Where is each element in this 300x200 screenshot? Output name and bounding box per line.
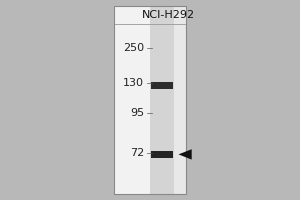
Bar <box>114 6 186 194</box>
Bar <box>114 6 150 194</box>
Bar <box>150 6 174 194</box>
Polygon shape <box>178 149 192 160</box>
Text: 95: 95 <box>130 108 144 118</box>
Text: 72: 72 <box>130 148 144 158</box>
Text: 130: 130 <box>123 78 144 88</box>
Text: NCI-H292: NCI-H292 <box>141 10 195 20</box>
Bar <box>151 151 173 158</box>
Bar <box>151 82 173 89</box>
Text: 250: 250 <box>123 43 144 53</box>
Bar <box>174 6 186 194</box>
